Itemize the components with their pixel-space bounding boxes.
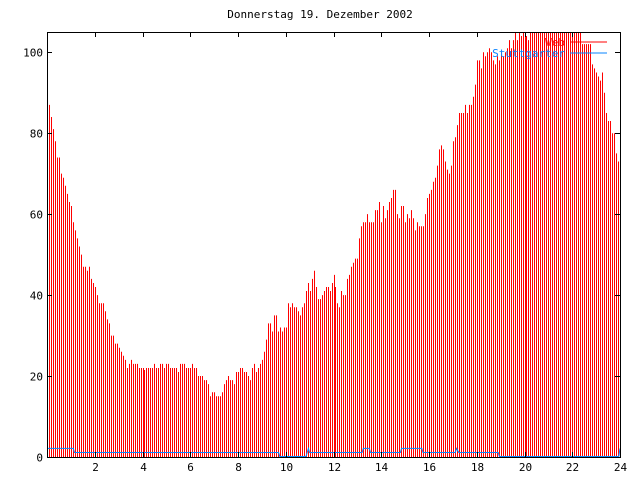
stuttgarter-series xyxy=(47,446,621,457)
x-tick-label: 2 xyxy=(92,461,99,474)
x-tick-label: 14 xyxy=(375,461,389,474)
x-tick-label: 18 xyxy=(471,461,484,474)
y-tick-label: 60 xyxy=(30,209,43,222)
stuttgarter-line xyxy=(47,446,621,457)
x-tick-label: 20 xyxy=(519,461,532,474)
x-tick-label: 22 xyxy=(566,461,579,474)
y-tick-label: 20 xyxy=(30,371,43,384)
x-tick-label: 12 xyxy=(328,461,341,474)
y-tick-label: 0 xyxy=(36,452,43,465)
web-series xyxy=(47,32,621,457)
x-tick-label: 10 xyxy=(280,461,293,474)
x-tick-label: 24 xyxy=(614,461,628,474)
legend-label-web: Web xyxy=(545,36,565,49)
y-tick-label: 80 xyxy=(30,128,43,141)
legend: Web Stuttgarter xyxy=(492,36,607,60)
y-tick-label: 40 xyxy=(30,290,43,303)
y-tick-label: 100 xyxy=(23,47,43,60)
chart-title: Donnerstag 19. Dezember 2002 xyxy=(227,8,413,21)
x-tick-label: 4 xyxy=(140,461,147,474)
x-tick-label: 16 xyxy=(423,461,436,474)
legend-label-stuttgarter: Stuttgarter xyxy=(492,47,565,60)
x-tick-label: 8 xyxy=(235,461,242,474)
x-tick-label: 6 xyxy=(187,461,194,474)
